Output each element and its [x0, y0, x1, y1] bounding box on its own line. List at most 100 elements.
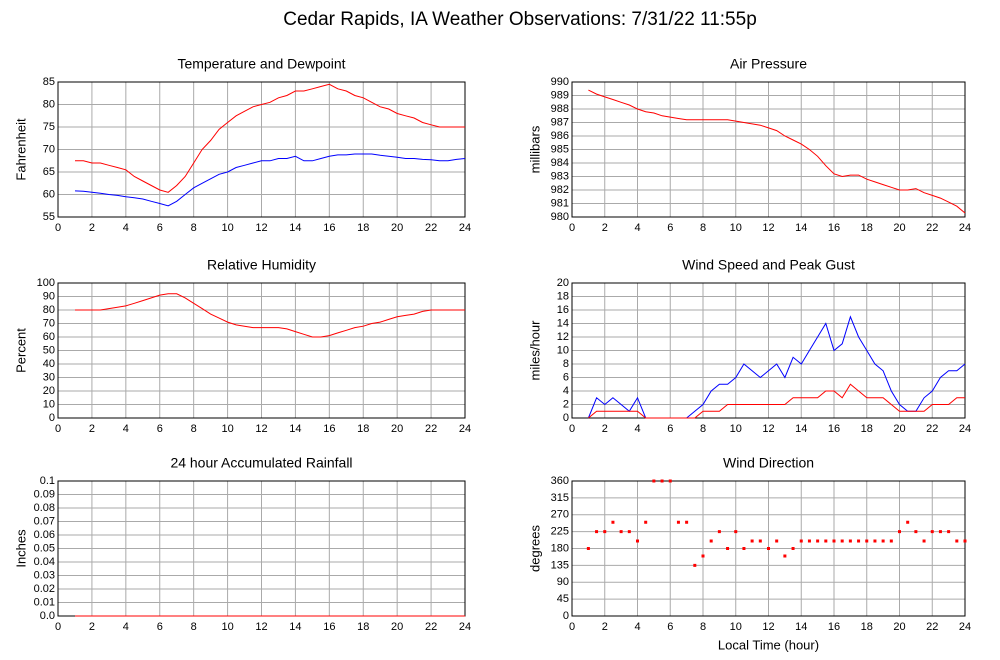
- scatter-point: [676, 520, 680, 524]
- x-tick-label: 22: [926, 222, 938, 234]
- y-tick-label: 984: [551, 157, 569, 169]
- scatter-point: [963, 539, 967, 543]
- y-tick-label: 85: [43, 76, 55, 88]
- x-tick-label: 18: [357, 222, 369, 234]
- scatter-point: [685, 520, 689, 524]
- y-tick-label: 6: [563, 371, 569, 383]
- scatter-point: [660, 479, 664, 483]
- x-tick-label: 2: [602, 621, 608, 633]
- chart-title: Wind Direction: [723, 455, 814, 471]
- scatter-point: [947, 530, 951, 534]
- y-tick-label: 270: [551, 509, 569, 521]
- y-tick-label: 983: [551, 170, 569, 182]
- y-tick-label: 987: [551, 116, 569, 128]
- y-tick-label: 60: [43, 331, 55, 343]
- x-tick-label: 8: [191, 621, 197, 633]
- scatter-point: [595, 530, 599, 534]
- x-tick-label: 0: [569, 621, 575, 633]
- y-tick-label: 12: [557, 331, 569, 343]
- series-line: [74, 153, 466, 207]
- y-tick-label: 989: [551, 89, 569, 101]
- x-tick-label: 2: [89, 423, 95, 435]
- y-tick-label: 135: [551, 559, 569, 571]
- x-tick-label: 4: [123, 621, 129, 633]
- x-tick-label: 22: [425, 423, 437, 435]
- x-tick-label: 2: [602, 423, 608, 435]
- x-tick-label: 16: [828, 222, 840, 234]
- y-tick-label: 982: [551, 184, 569, 196]
- y-tick-label: 315: [551, 492, 569, 504]
- y-tick-label: 988: [551, 103, 569, 115]
- y-tick-label: 0.1: [40, 475, 55, 487]
- scatter-point: [955, 539, 959, 543]
- x-tick-label: 24: [959, 222, 971, 234]
- scatter-point: [881, 539, 885, 543]
- scatter-point: [930, 530, 934, 534]
- scatter-point: [791, 547, 795, 550]
- x-tick-label: 0: [569, 423, 575, 435]
- y-tick-label: 50: [43, 344, 55, 356]
- scatter-point: [717, 530, 721, 534]
- x-tick-label: 14: [795, 423, 807, 435]
- x-tick-label: 2: [89, 621, 95, 633]
- x-tick-label: 12: [762, 222, 774, 234]
- x-tick-label: 12: [255, 621, 267, 633]
- plot-frame: [571, 81, 966, 218]
- y-tick-label: 4: [563, 385, 569, 397]
- x-tick-label: 16: [828, 423, 840, 435]
- y-axis-label: millibars: [527, 125, 542, 173]
- y-tick-label: 20: [557, 277, 569, 289]
- y-tick-label: 10: [43, 398, 55, 410]
- x-tick-label: 10: [730, 222, 742, 234]
- scatter-point: [701, 554, 705, 558]
- x-tick-label: 8: [191, 423, 197, 435]
- y-tick-label: 40: [43, 358, 55, 370]
- x-tick-label: 8: [191, 222, 197, 234]
- x-tick-label: 8: [700, 423, 706, 435]
- x-tick-label: 6: [157, 222, 163, 234]
- x-tick-label: 20: [893, 621, 905, 633]
- y-tick-label: 0.09: [34, 488, 55, 500]
- x-tick-label: 16: [323, 222, 335, 234]
- x-tick-label: 20: [391, 222, 403, 234]
- y-tick-label: 360: [551, 475, 569, 487]
- x-tick-label: 16: [323, 621, 335, 633]
- y-tick-label: 65: [43, 166, 55, 178]
- x-tick-label: 4: [123, 222, 129, 234]
- y-tick-label: 90: [557, 576, 569, 588]
- y-tick-label: 14: [557, 317, 569, 329]
- x-tick-label: 6: [157, 423, 163, 435]
- x-tick-label: 22: [425, 621, 437, 633]
- y-tick-label: 0.03: [34, 569, 55, 581]
- scatter-point: [627, 530, 631, 534]
- scatter-point: [767, 547, 770, 550]
- y-axis-label: Fahrenheit: [13, 118, 28, 181]
- scatter-point: [611, 520, 615, 524]
- scatter-point: [816, 539, 820, 543]
- y-tick-label: 55: [43, 211, 55, 223]
- x-tick-label: 20: [391, 621, 403, 633]
- chart-title: Relative Humidity: [207, 257, 316, 273]
- plot-frame: [571, 480, 966, 617]
- page-title: Cedar Rapids, IA Weather Observations: 7…: [283, 9, 757, 30]
- y-tick-label: 20: [43, 385, 55, 397]
- y-tick-label: 16: [557, 304, 569, 316]
- scatter-point: [938, 530, 942, 534]
- x-tick-label: 20: [893, 423, 905, 435]
- scatter-point: [636, 539, 639, 543]
- y-tick-label: 80: [43, 304, 55, 316]
- x-tick-label: 4: [634, 222, 640, 234]
- scatter-point: [668, 479, 672, 483]
- scatter-point: [832, 539, 836, 543]
- x-tick-label: 6: [667, 423, 673, 435]
- x-tick-label: 24: [459, 222, 471, 234]
- scatter-point: [857, 539, 861, 543]
- x-tick-label: 8: [700, 621, 706, 633]
- x-tick-label: 12: [255, 423, 267, 435]
- y-axis-label: Inches: [13, 529, 28, 568]
- x-tick-label: 18: [861, 222, 873, 234]
- x-tick-label: 24: [959, 621, 971, 633]
- y-tick-label: 100: [37, 277, 55, 289]
- y-tick-label: 70: [43, 143, 55, 155]
